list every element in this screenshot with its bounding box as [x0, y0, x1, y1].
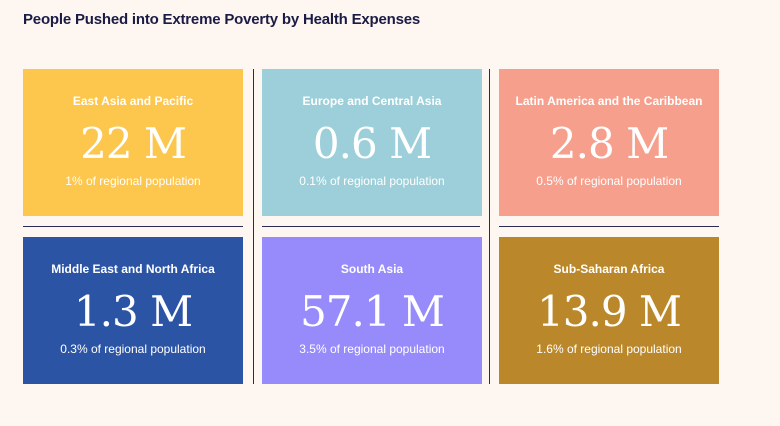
- card-share-label: 1.6% of regional population: [536, 342, 682, 356]
- card-value: 1.3 M: [73, 287, 193, 336]
- card-value: 2.8 M: [549, 119, 669, 168]
- card-europe-central-asia: Europe and Central Asia 0.6 M 0.1% of re…: [262, 69, 482, 216]
- card-middle-east-north-africa: Middle East and North Africa 1.3 M 0.3% …: [23, 237, 243, 384]
- column-divider: [253, 69, 254, 384]
- card-latin-america-caribbean: Latin America and the Caribbean 2.8 M 0.…: [499, 69, 719, 216]
- row-divider: [499, 226, 719, 227]
- card-share-label: 0.5% of regional population: [536, 174, 682, 188]
- card-value: 22 M: [80, 119, 187, 168]
- column-divider: [489, 69, 490, 384]
- card-east-asia-pacific: East Asia and Pacific 22 M 1% of regiona…: [23, 69, 243, 216]
- page-title: People Pushed into Extreme Poverty by He…: [23, 11, 421, 28]
- card-region-label: South Asia: [340, 262, 404, 276]
- row-divider: [23, 226, 243, 227]
- card-value: 0.6 M: [312, 119, 432, 168]
- card-region-label: Sub-Saharan Africa: [553, 262, 665, 276]
- card-share-label: 3.5% of regional population: [299, 342, 445, 356]
- card-share-label: 1% of regional population: [65, 174, 201, 188]
- card-share-label: 0.3% of regional population: [60, 342, 206, 356]
- card-region-label: Middle East and North Africa: [51, 262, 215, 276]
- row-divider: [262, 226, 480, 227]
- card-region-label: East Asia and Pacific: [72, 94, 194, 108]
- card-value: 57.1 M: [300, 287, 445, 336]
- card-sub-saharan-africa: Sub-Saharan Africa 13.9 M 1.6% of region…: [499, 237, 719, 384]
- card-region-label: Europe and Central Asia: [302, 94, 442, 108]
- card-south-asia: South Asia 57.1 M 3.5% of regional popul…: [262, 237, 482, 384]
- card-share-label: 0.1% of regional population: [299, 174, 445, 188]
- card-region-label: Latin America and the Caribbean: [515, 94, 703, 108]
- card-value: 13.9 M: [537, 287, 682, 336]
